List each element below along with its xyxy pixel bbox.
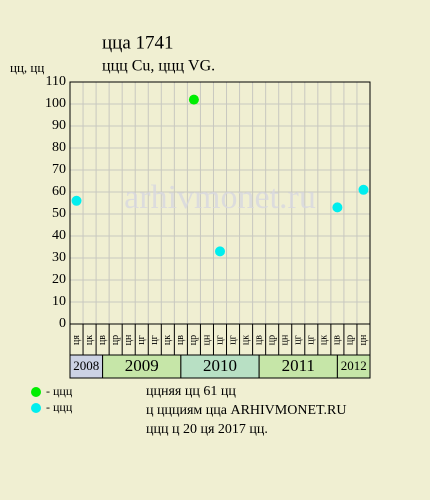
x-tick-label: цр [110, 335, 121, 345]
x-tick-label: цг [214, 335, 225, 344]
x-tick-label: цг [306, 335, 317, 344]
x-tick-label: цг [227, 335, 238, 344]
x-tick-label: цк [162, 335, 173, 345]
x-tick-label: цк [240, 335, 251, 345]
data-point [332, 202, 343, 213]
x-tick-label: цр [345, 335, 356, 345]
legend-label: - ццц [46, 384, 73, 398]
x-tick-label: цв [332, 335, 343, 345]
year-label: 2009 [125, 356, 159, 375]
y-tick-label: 60 [52, 184, 66, 199]
legend-label: - ццц [46, 400, 73, 414]
y-tick-label: 20 [52, 272, 66, 287]
year-label: 2008 [73, 358, 99, 373]
x-tick-label: цр [188, 335, 199, 345]
y-tick-label: 10 [52, 294, 66, 309]
year-cell [336, 354, 371, 379]
y-tick-label: 80 [52, 140, 66, 155]
x-tick-label: ця [71, 335, 82, 345]
x-tick-label: цв [253, 335, 264, 345]
x-tick-label: цн [358, 334, 369, 345]
y-tick-label: 100 [45, 96, 66, 111]
x-tick-label: цр [266, 335, 277, 345]
y-axis-label: цц, цц [10, 60, 44, 75]
x-tick-label: цн [123, 334, 134, 345]
x-tick-label: цк [84, 335, 95, 345]
x-tick-label: цн [201, 334, 212, 345]
year-label: 2010 [203, 356, 237, 375]
y-tick-label: 110 [46, 74, 66, 89]
year-label: 2011 [282, 356, 315, 375]
chart-title: ццa 1741 [102, 32, 174, 53]
data-point [215, 246, 225, 257]
y-tick-label: 0 [59, 316, 66, 331]
legend-marker [31, 387, 41, 397]
y-tick-label: 30 [52, 250, 66, 265]
x-tick-label: цг [149, 335, 160, 344]
data-point [188, 94, 199, 105]
x-tick-label: цг [136, 335, 147, 344]
y-tick-label: 50 [52, 206, 66, 221]
x-tick-label: цв [175, 335, 186, 345]
y-tick-label: 40 [52, 228, 66, 243]
x-tick-label: цн [280, 334, 291, 345]
legend-marker [31, 403, 41, 413]
year-label: 2012 [341, 358, 367, 373]
x-tick-label: цк [319, 335, 330, 345]
note: ццняя цц 61 цц [146, 384, 236, 399]
note: ц ццциям цца ARHIVMONET.RU [146, 403, 346, 418]
note: ццц ц 20 ця 2017 цц. [146, 422, 268, 437]
y-tick-label: 70 [52, 162, 66, 177]
chart-subtitle: ццц Cu, ццц VG. [102, 58, 215, 75]
y-tick-label: 90 [52, 118, 66, 133]
watermark: arhivmonet.ru [124, 179, 316, 216]
x-tick-label: цв [97, 335, 108, 345]
data-point [358, 184, 369, 195]
x-tick-label: цг [293, 335, 304, 344]
data-point [71, 195, 82, 206]
